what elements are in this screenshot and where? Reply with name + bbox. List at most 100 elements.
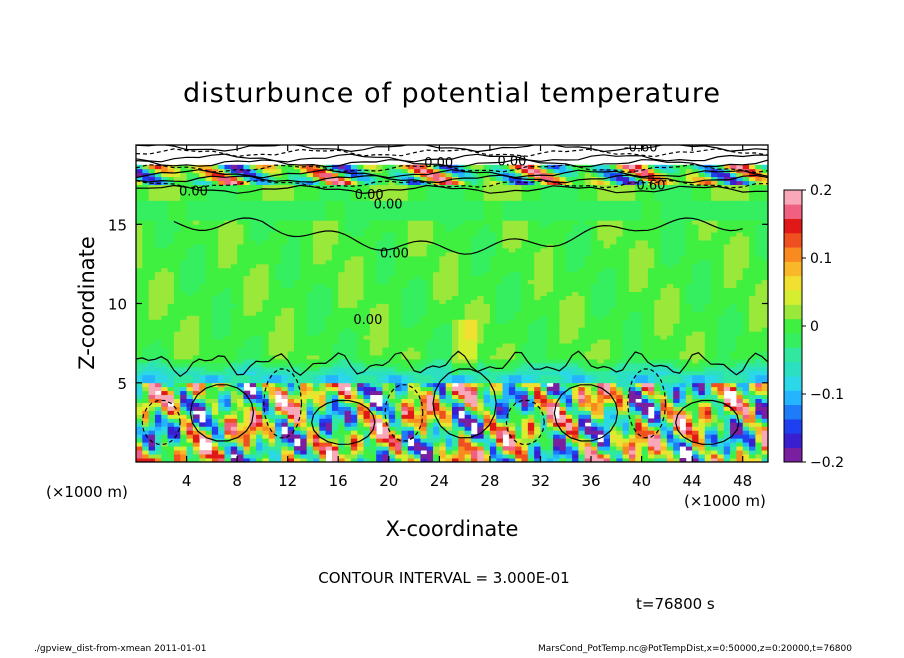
field-cell: [540, 410, 548, 415]
field-cell: [445, 362, 453, 368]
field-cell: [458, 315, 466, 320]
field-cell: [692, 414, 699, 419]
field-cell: [666, 446, 674, 451]
field-cell: [243, 454, 251, 459]
field-cell: [294, 458, 301, 462]
field-cell: [534, 335, 541, 340]
field-cell: [300, 450, 308, 455]
field-cell: [211, 374, 219, 380]
field-cell: [350, 291, 358, 296]
field-cell: [635, 402, 642, 407]
field-cell: [616, 402, 624, 407]
field-cell: [167, 382, 175, 388]
field-cell: [350, 410, 358, 415]
field-cell: [603, 394, 611, 399]
field-cell: [407, 422, 415, 427]
field-cell: [439, 362, 447, 368]
field-cell: [534, 442, 541, 447]
field-cell: [502, 378, 510, 384]
field-cell: [597, 311, 605, 316]
field-cell: [755, 267, 763, 273]
field-cell: [704, 450, 712, 455]
field-cell: [205, 259, 213, 265]
field-cell: [736, 438, 744, 443]
field-cell: [382, 295, 390, 300]
field-cell: [205, 299, 213, 304]
field-cell: [508, 327, 516, 332]
field-cell: [527, 406, 535, 411]
field-cell: [736, 422, 744, 427]
field-cell: [534, 402, 541, 407]
field-cell: [458, 406, 466, 411]
field-cell: [262, 291, 270, 296]
field-cell: [730, 374, 737, 380]
field-cell: [388, 295, 396, 300]
field-cell: [306, 414, 314, 419]
field-cell: [382, 430, 390, 435]
field-cell: [508, 291, 516, 296]
field-cell: [723, 386, 731, 392]
field-cell: [357, 299, 364, 304]
field-cell: [287, 287, 295, 293]
field-cell: [350, 386, 358, 392]
field-cell: [268, 331, 276, 336]
field-cell: [578, 351, 586, 356]
field-cell: [572, 390, 579, 396]
field-cell: [192, 458, 200, 462]
field-cell: [755, 414, 763, 419]
field-cell: [704, 295, 712, 300]
field-cell: [742, 394, 750, 399]
field-cell: [439, 291, 447, 296]
field-cell: [603, 311, 611, 316]
field-cell: [641, 311, 649, 316]
field-cell: [218, 327, 225, 332]
field-cell: [401, 442, 409, 447]
field-cell: [464, 295, 472, 300]
field-cell: [742, 291, 750, 296]
field-cell: [224, 319, 232, 324]
field-cell: [306, 406, 314, 411]
field-cell: [736, 263, 744, 269]
field-cell: [761, 358, 768, 364]
field-cell: [508, 370, 516, 376]
field-cell: [483, 275, 491, 281]
field-cell: [470, 402, 478, 407]
field-cell: [445, 315, 453, 320]
field-cell: [489, 406, 497, 411]
field-cell: [395, 430, 402, 435]
field-cell: [742, 355, 750, 360]
field-cell: [685, 355, 693, 360]
field-cell: [312, 458, 320, 462]
field-cell: [161, 370, 168, 376]
field-cell: [268, 402, 276, 407]
field-cell: [717, 267, 725, 273]
field-cell: [711, 279, 718, 285]
field-cell: [761, 370, 768, 376]
field-cell: [584, 323, 592, 328]
field-cell: [414, 450, 421, 455]
field-cell: [230, 450, 238, 455]
field-cell: [344, 271, 352, 277]
field-cell: [148, 295, 156, 300]
field-cell: [698, 287, 706, 293]
field-cell: [420, 339, 428, 344]
field-cell: [736, 454, 744, 459]
field-cell: [294, 299, 301, 304]
field-cell: [679, 323, 687, 328]
field-cell: [761, 295, 768, 300]
field-cell: [192, 295, 200, 300]
field-cell: [660, 358, 668, 364]
field-cell: [243, 430, 251, 435]
field-cell: [470, 390, 478, 396]
field-cell: [464, 422, 472, 427]
field-cell: [622, 366, 630, 372]
field-cell: [243, 339, 251, 344]
field-cell: [205, 430, 213, 435]
field-cell: [395, 442, 402, 447]
field-cell: [382, 299, 390, 304]
field-cell: [237, 390, 244, 396]
field-cell: [572, 339, 579, 344]
field-cell: [350, 450, 358, 455]
field-cell: [654, 402, 661, 407]
field-cell: [363, 426, 371, 431]
